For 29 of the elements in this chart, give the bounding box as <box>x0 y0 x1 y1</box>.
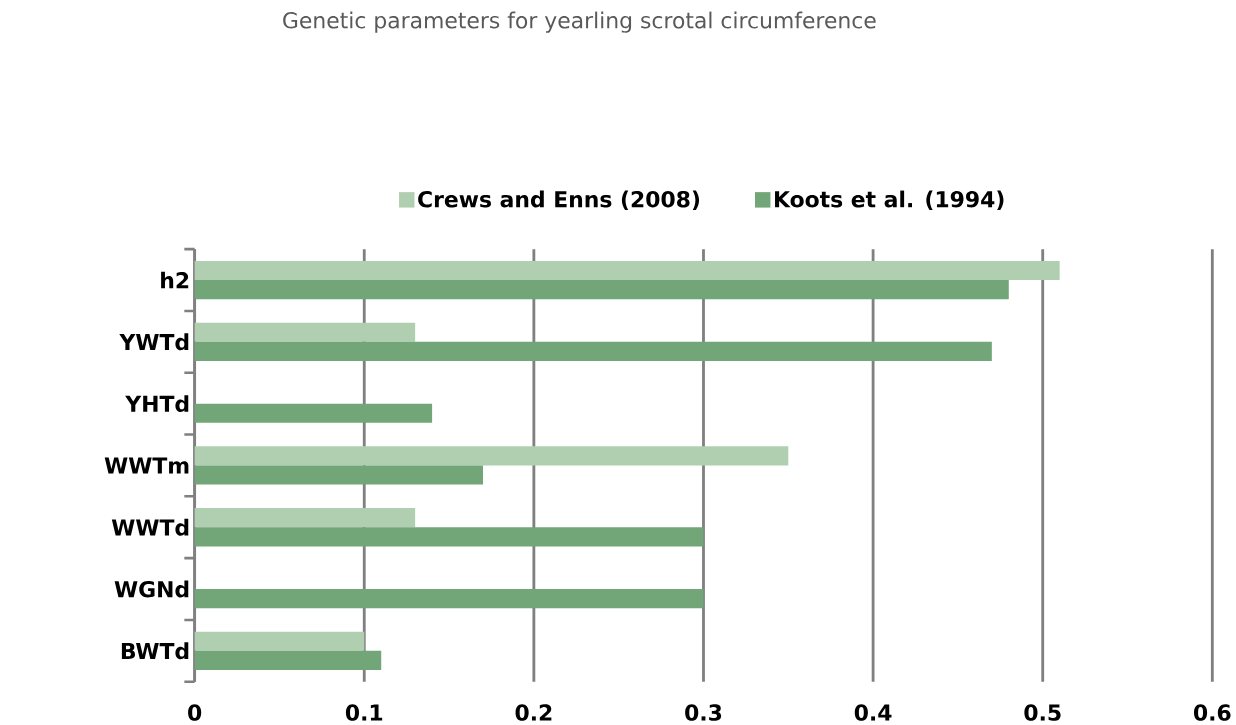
x-tick-label: 0 <box>188 704 202 721</box>
bar <box>194 279 1009 300</box>
chart-title: Genetic parameters for yearling scrotal circumference <box>283 11 876 33</box>
x-tick-label: 0.3 <box>685 704 722 721</box>
bar <box>194 527 704 547</box>
x-tick-label: 0.5 <box>1024 704 1061 721</box>
x-tick-label: 0.1 <box>345 704 383 721</box>
legend-label: Crews and Enns (2008) <box>418 190 700 211</box>
bar <box>194 403 433 423</box>
bar <box>194 588 704 609</box>
y-tick-label: h2 <box>161 271 189 289</box>
y-tick-label: WGNd <box>114 580 189 598</box>
bar <box>194 508 416 528</box>
bar <box>194 631 365 651</box>
y-tick-label: YWTd <box>119 333 189 351</box>
bar <box>194 322 416 342</box>
bar <box>194 650 382 670</box>
y-tick-label: YHTd <box>125 395 189 413</box>
bar <box>194 465 483 485</box>
x-tick-label: 0.2 <box>515 704 552 721</box>
x-tick-label: 0.6 <box>1193 704 1231 721</box>
bar <box>194 341 992 361</box>
legend-label: Koots et al. (1994) <box>775 190 1004 211</box>
bar <box>194 446 789 466</box>
y-tick-label: WWTd <box>111 518 189 536</box>
x-tick-label: 0.4 <box>854 704 892 721</box>
y-tick-label: BWTd <box>121 642 189 660</box>
y-tick-label: WWTm <box>104 457 189 474</box>
bar <box>194 260 1060 280</box>
